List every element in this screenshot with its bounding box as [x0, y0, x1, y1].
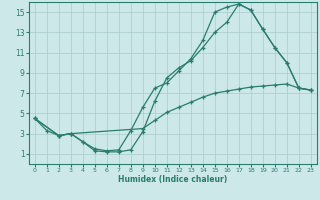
- X-axis label: Humidex (Indice chaleur): Humidex (Indice chaleur): [118, 175, 228, 184]
